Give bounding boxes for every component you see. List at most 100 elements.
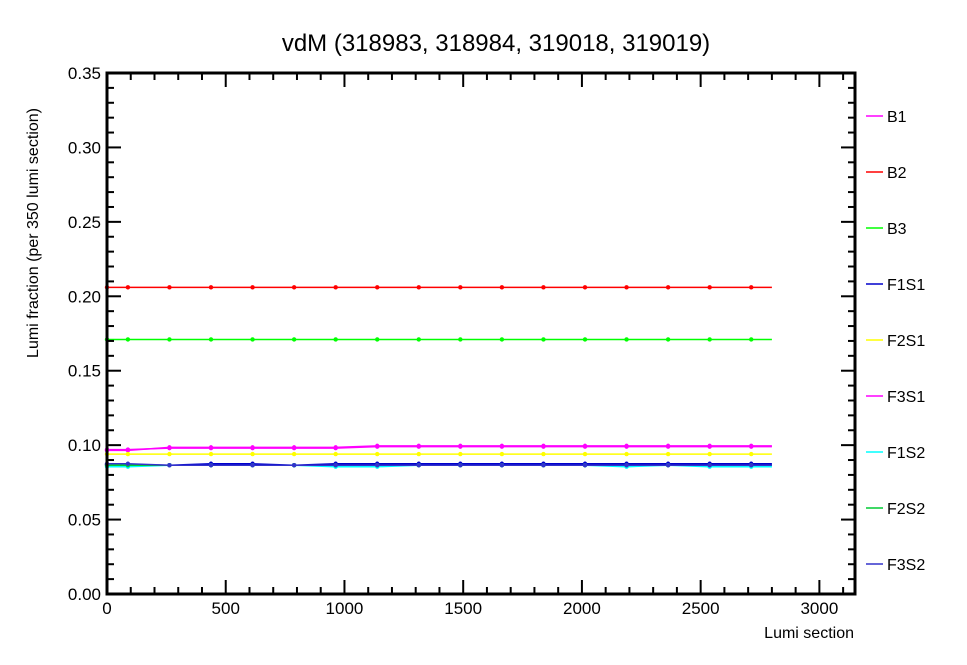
data-point-b2: [250, 285, 255, 290]
data-point-b2: [167, 285, 172, 290]
legend-label: F3S1: [887, 389, 925, 406]
data-point-f2s1: [416, 451, 421, 457]
data-point-f3s2: [208, 463, 214, 468]
data-point-f2s1: [291, 451, 297, 457]
data-point-f3s2: [333, 463, 338, 468]
data-point-f2s1: [707, 451, 712, 457]
data-point-f2s1: [541, 451, 546, 457]
data-point-f3s1: [416, 444, 421, 449]
data-point-b3: [375, 337, 380, 342]
x-tick-label: 1000: [326, 599, 364, 618]
data-point-f2s1: [749, 451, 754, 457]
series-f2s1: [104, 451, 772, 457]
data-point-f3s1: [333, 445, 338, 451]
y-tick-label: 0.10: [68, 436, 101, 455]
data-point-b2: [749, 285, 754, 290]
data-point-f2s1: [458, 451, 463, 457]
series-line-f3s2: [107, 463, 772, 466]
legend-item-f3s2: F3S2: [866, 557, 925, 574]
axis-layer: 0 500 1000 1500 2000 2500 3000 0.00 0.05 0.10 0.15…: [68, 64, 857, 618]
data-point-b3: [458, 337, 463, 342]
legend-label: F1S1: [887, 277, 925, 294]
data-point-b3: [167, 337, 172, 342]
data-point-b3: [125, 337, 131, 342]
data-point-b3: [707, 337, 712, 342]
data-point-f3s2: [582, 463, 588, 468]
data-point-f3s2: [167, 463, 172, 468]
data-point-f3s2: [749, 463, 754, 468]
x-tick-label: 2500: [682, 599, 720, 618]
data-point-b3: [541, 337, 546, 342]
series-b3: [104, 337, 772, 342]
data-point-f3s2: [624, 463, 629, 468]
data-point-b2: [582, 285, 588, 290]
legend-item-f1s2: F1S2: [866, 445, 925, 462]
data-point-f2s1: [582, 451, 588, 457]
data-point-f3s2: [250, 463, 255, 468]
series-line-f1s1: [107, 463, 772, 466]
data-point-b2: [208, 285, 214, 290]
legend-item-f2s1: F2S1: [866, 333, 925, 350]
data-point-f3s2: [665, 463, 671, 468]
data-point-b2: [541, 285, 546, 290]
series-b2: [104, 285, 772, 290]
data-point-f3s1: [707, 444, 712, 449]
series-layer: [104, 285, 772, 469]
data-point-f3s1: [541, 444, 546, 449]
data-point-b2: [458, 285, 463, 290]
data-point-f3s1: [125, 447, 131, 452]
data-point-f3s1: [167, 445, 172, 451]
x-tick-label: 0: [102, 599, 111, 618]
legend-label: F2S1: [887, 333, 925, 350]
data-point-b3: [499, 337, 505, 342]
legend-label: F1S2: [887, 445, 925, 462]
data-point-f3s1: [208, 445, 214, 451]
legend-item-b3: B3: [866, 221, 907, 238]
y-tick-label: 0.05: [68, 511, 101, 530]
data-point-f2s1: [208, 451, 214, 457]
series-f3s1: [104, 444, 772, 452]
data-point-f3s1: [749, 444, 754, 449]
y-tick-label: 0.20: [68, 287, 101, 306]
chart-title: vdM (318983, 318984, 319018, 319019): [282, 30, 710, 57]
data-point-b3: [250, 337, 255, 342]
x-tick-label: 3000: [800, 599, 838, 618]
y-tick-label: 0.00: [68, 585, 101, 604]
legend-label: B3: [887, 221, 907, 238]
legend-label: F3S2: [887, 557, 925, 574]
data-point-b2: [375, 285, 380, 290]
legend-item-b2: B2: [866, 165, 907, 182]
x-tick-label: 2000: [563, 599, 601, 618]
data-point-b2: [125, 285, 131, 290]
data-point-f2s1: [125, 451, 131, 457]
data-point-f3s2: [707, 463, 712, 468]
data-point-f3s2: [499, 463, 505, 468]
data-point-f2s1: [624, 451, 629, 457]
legend-label: B2: [887, 165, 907, 182]
series-line-f3s1: [107, 445, 772, 451]
y-tick-label: 0.25: [68, 213, 101, 232]
data-point-f3s1: [499, 444, 505, 449]
data-point-f3s2: [375, 463, 380, 468]
legend-item-f3s1: F3S1: [866, 389, 925, 406]
data-point-f2s1: [499, 451, 505, 457]
data-point-f3s2: [416, 463, 421, 468]
data-point-b3: [624, 337, 629, 342]
data-point-f3s1: [375, 444, 380, 449]
data-point-f2s1: [665, 451, 671, 457]
data-point-f3s1: [250, 445, 255, 451]
y-tick-label: 0.15: [68, 362, 101, 381]
data-point-b3: [749, 337, 754, 342]
data-point-b2: [416, 285, 421, 290]
data-point-b2: [707, 285, 712, 290]
data-point-f3s1: [291, 445, 297, 451]
plot-frame: [105, 71, 857, 596]
legend: B1 B2 B3 F1S1 F2S1 F3S1 F1S2 F2S2 F3S2: [866, 109, 925, 574]
data-point-b2: [333, 285, 338, 290]
x-axis-title: Lumi section: [764, 625, 854, 642]
legend-label: B1: [887, 109, 907, 126]
data-point-f2s1: [375, 451, 380, 457]
data-point-b3: [208, 337, 214, 342]
data-point-b2: [291, 285, 297, 290]
